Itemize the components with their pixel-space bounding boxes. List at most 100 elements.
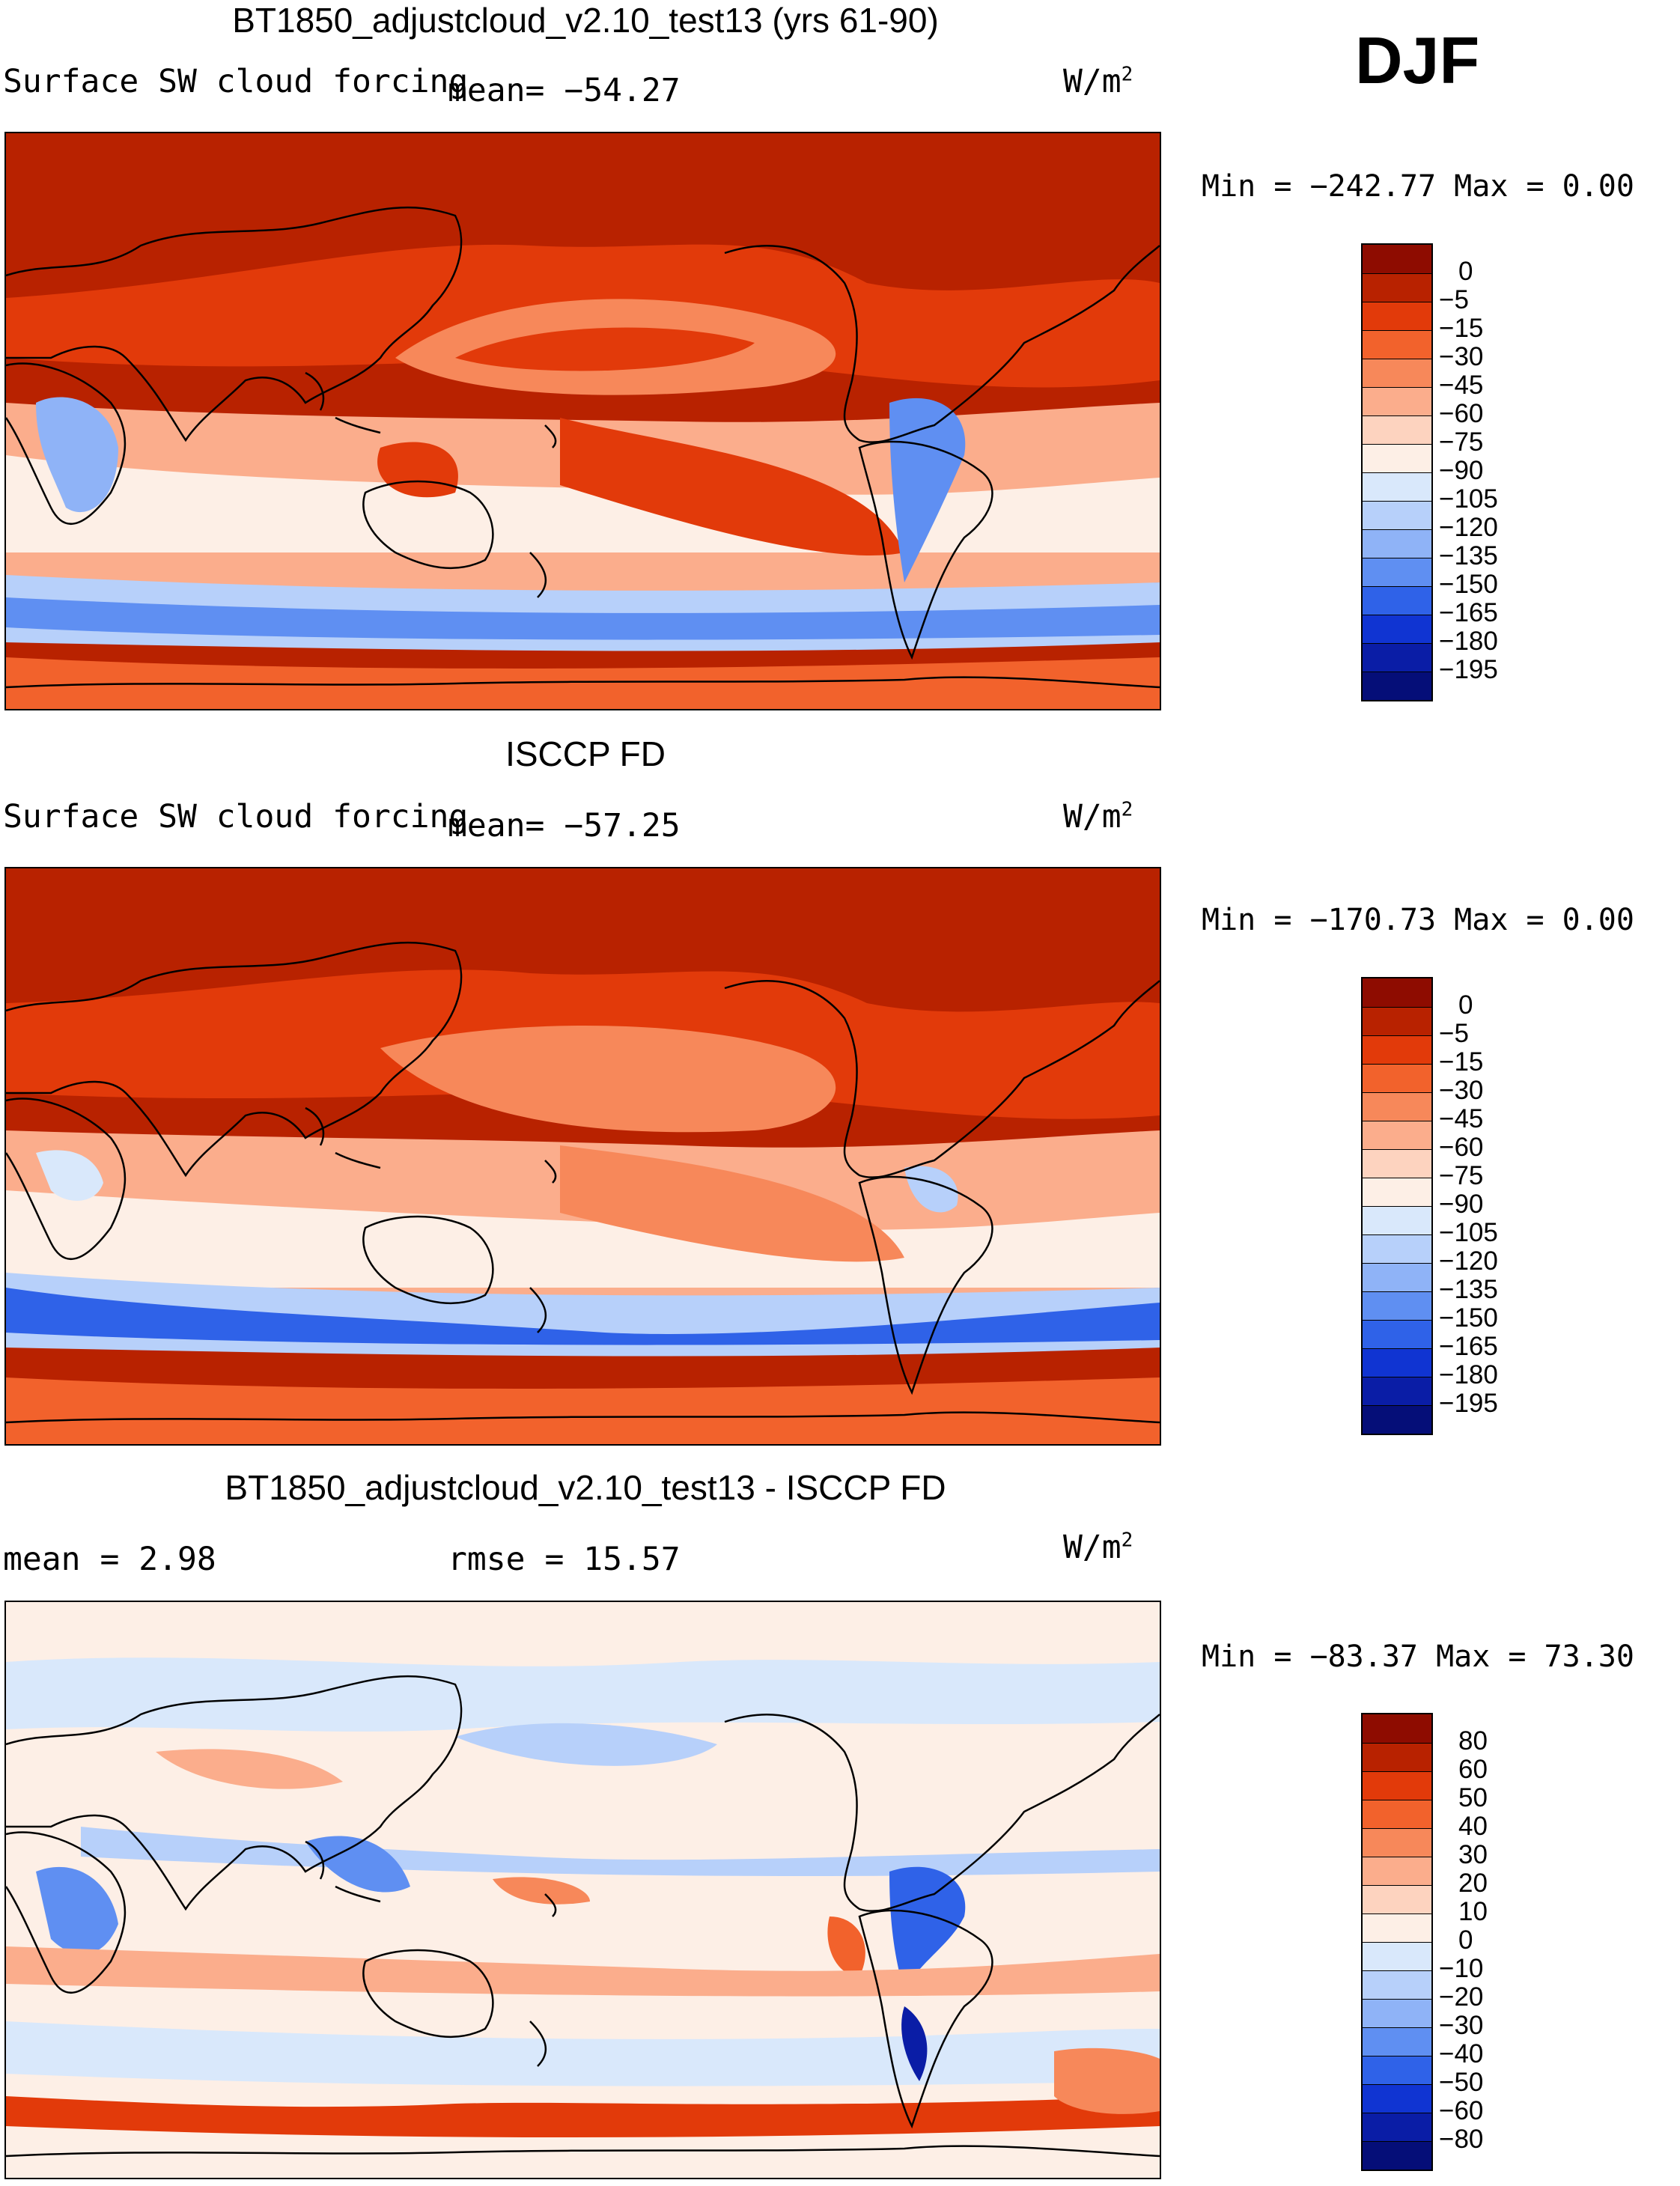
colorbar-tick-label: −90 [1439, 1190, 1484, 1219]
colorbar-tick-label: −30 [1439, 1076, 1484, 1105]
contour-band [1054, 2048, 1160, 2114]
coastline-antarctica [6, 2145, 1160, 2158]
coastline-antarctica [6, 1411, 1160, 1424]
colorbar-tick-label: 80 [1458, 1726, 1488, 1756]
colorbar-tick-label: −150 [1439, 570, 1498, 599]
map-svg [6, 133, 1160, 709]
colorbar-tick-label: −60 [1439, 2096, 1484, 2125]
contour-band [493, 1877, 590, 1905]
colorbar-tick-label: −5 [1439, 1019, 1469, 1048]
colorbar-swatch [1363, 1291, 1431, 1320]
colorbar-tick-label: 60 [1458, 1755, 1488, 1784]
colorbar-tick-label: −75 [1439, 427, 1484, 457]
colorbar-swatch [1363, 1092, 1431, 1121]
colorbar-tick-label: −15 [1439, 1047, 1484, 1077]
units-label: W/m2 [1063, 1529, 1133, 1566]
colorbar-tick-label: −45 [1439, 371, 1484, 400]
map-model [4, 132, 1161, 710]
colorbar-tick-label: −120 [1439, 1246, 1498, 1276]
colorbar-tick-label: −180 [1439, 1360, 1498, 1389]
colorbar-swatch [1363, 643, 1431, 672]
colorbar-swatch [1363, 1149, 1431, 1178]
colorbar-swatch [1363, 1121, 1431, 1149]
colorbar-tick-label: −90 [1439, 456, 1484, 485]
coastline-north-america [724, 1714, 1160, 1912]
coastline-eurasia [6, 941, 463, 1178]
colorbar [1361, 1713, 1433, 2171]
variable-label: Surface SW cloud forcing [3, 798, 469, 835]
colorbar-swatch [1363, 302, 1431, 330]
season-label: DJF [1355, 23, 1480, 97]
colorbar-swatch [1363, 1714, 1431, 1743]
coastline-eurasia [6, 1675, 463, 1911]
colorbar-tick-label: −60 [1439, 399, 1484, 428]
colorbar-swatch [1363, 1885, 1431, 1913]
contour-band [6, 1288, 1160, 1345]
contour-band [889, 1866, 966, 1991]
coastlines [6, 941, 1160, 1424]
colorbar-swatch [1363, 1348, 1431, 1377]
contour-band [6, 2021, 1160, 2086]
units-base: W/m [1063, 63, 1121, 100]
min-max-label: Min = −170.73 Max = 0.00 [1202, 903, 1634, 937]
colorbar-tick-label: −60 [1439, 1133, 1484, 1162]
contour-band [889, 398, 966, 582]
colorbar-tick-label: −40 [1439, 2039, 1484, 2068]
min-max-label: Min = −83.37 Max = 73.30 [1202, 1640, 1634, 1674]
colorbar-swatch [1363, 1942, 1431, 1970]
units-label: W/m2 [1063, 63, 1133, 100]
units-base: W/m [1063, 1529, 1121, 1566]
panel-title: BT1850_adjustcloud_v2.10_test13 - ISCCP … [225, 1468, 946, 1507]
coastline-north-america [724, 245, 1160, 443]
colorbar-swatch [1363, 529, 1431, 558]
colorbar-tick-label: 40 [1458, 1812, 1488, 1841]
colorbar-tick-label: −120 [1439, 513, 1498, 542]
colorbar-swatch [1363, 1999, 1431, 2027]
contour-band [6, 2096, 1160, 2137]
colorbar-tick-label: −105 [1439, 484, 1498, 514]
mean-stat: mean= −57.25 [448, 807, 681, 844]
colorbar-tick-label: −195 [1439, 655, 1498, 684]
colorbar-tick-label: −30 [1439, 342, 1484, 371]
contour-band [455, 327, 755, 371]
colorbar-tick-label: −195 [1439, 1389, 1498, 1418]
colorbar-tick-label: 30 [1458, 1840, 1488, 1869]
colorbar-tick-label: −30 [1439, 2011, 1484, 2040]
contour-band [36, 1150, 103, 1201]
colorbar-swatch [1363, 1178, 1431, 1206]
contour-band [560, 418, 904, 555]
colorbar-tick-label: −180 [1439, 627, 1498, 656]
contour-band [380, 1026, 836, 1133]
rmse-stat: rmse = 15.57 [448, 1541, 681, 1578]
colorbar-tick-label: 0 [1458, 257, 1473, 286]
colorbar [1361, 977, 1433, 1435]
contour-band [560, 1145, 904, 1262]
colorbar-swatch [1363, 1828, 1431, 1857]
coastline-africa [6, 1831, 127, 1994]
colorbar-swatch [1363, 2084, 1431, 2113]
colorbar-swatch [1363, 501, 1431, 529]
colorbar-swatch [1363, 1970, 1431, 1999]
colorbar-tick-label: −20 [1439, 1982, 1484, 2012]
contour-band [6, 657, 1160, 709]
colorbar-tick-label: −75 [1439, 1161, 1484, 1190]
colorbar-swatch [1363, 2027, 1431, 2056]
units-superscript: 2 [1121, 1529, 1133, 1552]
units-base: W/m [1063, 798, 1121, 835]
map-difference [4, 1601, 1161, 2179]
colorbar-swatch [1363, 672, 1431, 700]
colorbar-swatch [1363, 387, 1431, 415]
coastlines [6, 206, 1160, 689]
coastline-south-america [858, 440, 993, 660]
colorbar-tick-label: −150 [1439, 1303, 1498, 1333]
panel-title: BT1850_adjustcloud_v2.10_test13 (yrs 61-… [232, 1, 939, 40]
colorbar-tick-label: −135 [1439, 541, 1498, 570]
colorbar [1361, 243, 1433, 701]
colorbar-tick-label: −5 [1439, 285, 1469, 314]
coastline-africa [6, 1097, 127, 1260]
panel-title: ISCCP FD [505, 734, 666, 773]
map-observed [4, 867, 1161, 1446]
colorbar-swatch [1363, 1035, 1431, 1064]
colorbar-tick-label: −105 [1439, 1218, 1498, 1247]
colorbar-swatch [1363, 1743, 1431, 1771]
